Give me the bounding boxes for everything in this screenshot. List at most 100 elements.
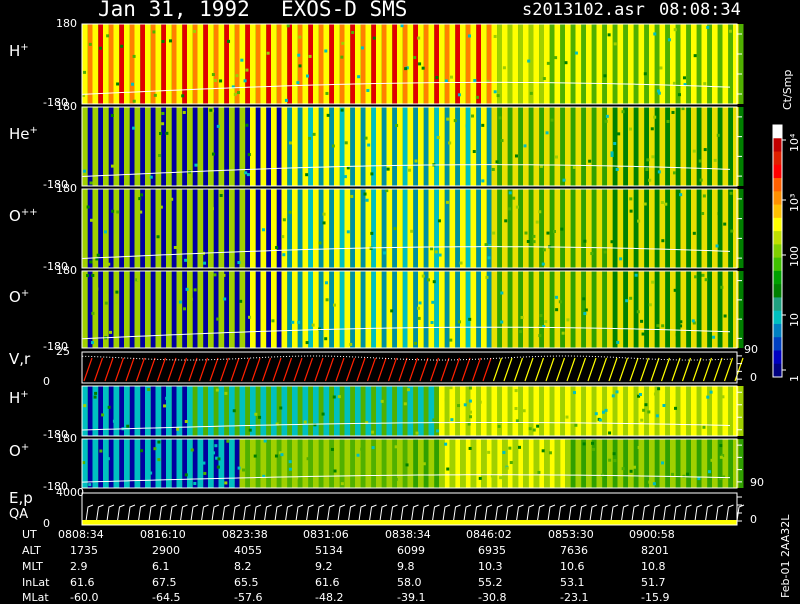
- spectrogram-stripe: [691, 107, 697, 186]
- velocity-trace: [450, 357, 461, 382]
- spectrogram-stripe: [276, 271, 282, 348]
- spectrogram-stripe: [176, 107, 183, 186]
- spectrogram-pixel: [535, 220, 539, 224]
- spectrogram-pixel: [95, 257, 99, 261]
- spectrogram-stripe: [470, 107, 477, 186]
- spectrogram-stripe: [239, 386, 246, 436]
- spectrogram-stripe: [318, 386, 324, 436]
- spectrogram-pixel: [377, 408, 381, 412]
- spectrogram-pixel: [546, 231, 550, 235]
- spectrogram-pixel: [729, 191, 733, 195]
- spectrogram-stripe: [581, 439, 586, 488]
- spectrogram-pixel: [213, 273, 217, 277]
- velocity-trace: [713, 357, 723, 382]
- panel-frame: [81, 23, 738, 105]
- spectrogram-pixel: [542, 325, 546, 329]
- velocity-trace: [251, 357, 261, 382]
- spectrogram-stripe: [155, 24, 162, 104]
- spectrogram-stripe: [691, 24, 697, 104]
- spectrogram-stripe: [187, 189, 193, 268]
- spectrogram-stripe: [124, 386, 130, 436]
- spectrogram-stripe: [628, 386, 634, 436]
- spectrogram-stripe: [108, 107, 114, 186]
- spectrogram-pixel: [89, 181, 93, 185]
- y-axis-min: -180: [43, 96, 68, 109]
- spectrogram-stripe: [308, 189, 313, 268]
- velocity-trace: [671, 357, 681, 382]
- spectrogram-stripe: [696, 107, 702, 186]
- footer-value: -23.1: [560, 591, 589, 604]
- footer-value: 9.2: [315, 560, 333, 573]
- spectrogram-stripe: [192, 24, 198, 104]
- spectrogram-stripe: [644, 24, 649, 104]
- spectrogram-pixel: [485, 275, 489, 279]
- spectrogram-pixel: [371, 446, 375, 450]
- spectrogram-pixel: [645, 168, 649, 172]
- spectrogram-pixel: [132, 54, 136, 58]
- colorbar-swatch: [773, 138, 782, 153]
- spectrogram-pixel: [638, 393, 642, 397]
- plot-stamp: Feb-01 2AA32L: [779, 514, 792, 598]
- spectrogram-stripe: [92, 107, 99, 186]
- spectrogram-pixel: [508, 207, 512, 211]
- spectrogram-stripe: [497, 271, 502, 348]
- spectrogram-pixel: [216, 465, 220, 469]
- spectrogram-pixel: [629, 209, 633, 213]
- spectrogram-stripe: [145, 439, 151, 488]
- spectrogram-stripe: [281, 107, 288, 186]
- spectrogram-stripe: [281, 24, 288, 104]
- spectrogram-stripe: [465, 386, 471, 436]
- y-axis-max: 180: [56, 17, 77, 30]
- y-axis-max: 180: [56, 182, 77, 195]
- footer-row-label: InLat: [22, 576, 50, 589]
- spectrogram-stripe: [350, 189, 355, 268]
- spectrogram-pixel: [608, 475, 612, 479]
- spectrogram-stripe: [255, 439, 261, 488]
- spectrogram-pixel: [356, 453, 360, 457]
- spectrogram-pixel: [371, 430, 375, 434]
- plot-date: Jan 31, 1992: [98, 0, 250, 21]
- spectrogram-pixel: [330, 447, 334, 451]
- spectrogram-stripe: [670, 386, 676, 436]
- spectrogram-stripe: [239, 439, 246, 488]
- spectrogram-pixel: [111, 209, 115, 213]
- spectrogram-pixel: [453, 119, 457, 123]
- spectrogram-stripe: [623, 24, 628, 104]
- spectrogram-stripe: [402, 386, 408, 436]
- spectrogram-stripe: [166, 24, 172, 104]
- spectrogram-stripe: [150, 439, 156, 488]
- spectrogram-stripe: [607, 271, 613, 348]
- spectrogram-stripe: [549, 107, 555, 186]
- y-axis-max: 25: [56, 345, 70, 358]
- spectrogram-stripe: [602, 107, 607, 186]
- spectrogram-stripe: [140, 271, 145, 348]
- velocity-trace: [104, 357, 114, 382]
- spectrogram-stripe: [134, 439, 141, 488]
- spectrogram-pixel: [493, 34, 497, 38]
- spectrogram-stripe: [413, 439, 418, 488]
- spectrogram-stripe: [470, 439, 477, 488]
- spectrogram-stripe: [728, 107, 733, 186]
- spectrogram-pixel: [83, 70, 87, 74]
- spectrogram-pixel: [723, 314, 727, 318]
- spectrogram-stripe: [659, 189, 666, 268]
- spectrogram-pixel: [514, 389, 518, 393]
- spectrogram-pixel: [211, 109, 215, 113]
- velocity-trace: [723, 357, 734, 382]
- spectrogram-stripe: [260, 24, 267, 104]
- spectrogram-stripe: [533, 271, 540, 348]
- spectrogram-stripe: [334, 439, 340, 488]
- spectrogram-stripe: [701, 107, 708, 186]
- spectrogram-stripe: [176, 439, 183, 488]
- colorbar-tick-label: 100: [788, 246, 800, 267]
- spectrogram-stripe: [523, 271, 529, 348]
- spectrogram-stripe: [680, 386, 687, 436]
- spectrogram-stripe: [544, 107, 550, 186]
- spectrogram-pixel: [706, 25, 710, 29]
- spectrogram-stripe: [386, 189, 393, 268]
- spectrogram-pixel: [467, 422, 471, 426]
- spectrogram-pixel: [182, 110, 186, 114]
- spectrogram-pixel: [226, 439, 230, 443]
- spectrogram-stripe: [334, 271, 340, 348]
- colorbar-swatch: [773, 284, 782, 298]
